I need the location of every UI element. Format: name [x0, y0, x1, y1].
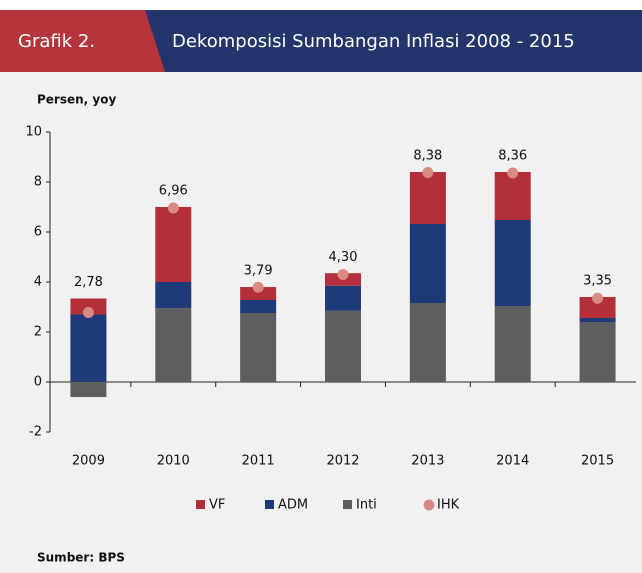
data-label: 8,36 — [498, 149, 527, 164]
bar-segment — [70, 314, 107, 382]
legend-label: Inti — [356, 498, 377, 513]
bar-segment — [325, 285, 361, 311]
x-tick-label: 2013 — [411, 454, 444, 469]
ihk-point — [167, 202, 179, 214]
ihk-point — [422, 167, 434, 178]
bar-segment — [409, 303, 446, 382]
y-tick-label: 6 — [34, 225, 42, 240]
chart-title: Dekomposisi Sumbangan Inflasi 2008 - 201… — [172, 31, 575, 52]
header-label-band — [0, 10, 165, 72]
bar-segment — [494, 306, 531, 382]
legend-marker — [196, 500, 205, 509]
bar-segment — [155, 308, 192, 382]
background — [0, 10, 642, 573]
legend-label: IHK — [437, 498, 460, 513]
ihk-point — [82, 307, 94, 318]
bar-segment — [240, 300, 277, 313]
bar-segment — [494, 220, 531, 306]
bar-segment — [70, 298, 107, 315]
x-tick-label: 2012 — [326, 454, 359, 469]
bar-segment — [579, 318, 616, 322]
figure-label: Grafik 2. — [18, 31, 95, 52]
ihk-point — [252, 281, 264, 293]
bar-segment — [155, 207, 192, 282]
legend-marker — [423, 499, 435, 511]
x-tick-label: 2011 — [242, 454, 275, 469]
data-label: 3,79 — [244, 264, 273, 279]
header-band — [0, 10, 642, 72]
bar-segment — [579, 322, 616, 382]
y-tick-label: 2 — [34, 325, 42, 340]
y-tick-label: 4 — [34, 275, 42, 290]
x-tick-label: 2009 — [72, 454, 105, 469]
bar-segment — [240, 313, 277, 382]
x-tick-label: 2015 — [581, 454, 614, 469]
bar-segment — [409, 224, 446, 303]
legend-label: VF — [209, 498, 225, 513]
x-tick-label: 2010 — [157, 454, 190, 469]
ihk-point — [337, 269, 349, 280]
y-tick-label: 10 — [25, 125, 42, 140]
bar-segment — [70, 382, 107, 397]
bar-segment — [240, 287, 277, 300]
ihk-point — [592, 292, 604, 304]
bar-segment — [494, 172, 531, 220]
data-label: 6,96 — [159, 184, 188, 199]
ihk-point — [507, 167, 519, 179]
data-label: 4,30 — [329, 250, 358, 265]
data-label: 3,35 — [583, 274, 612, 289]
source: Sumber: BPS — [37, 551, 125, 565]
y-tick-label: 8 — [34, 175, 42, 190]
bar-segment — [409, 172, 446, 224]
legend-label: ADM — [278, 498, 308, 513]
y-axis-label: Persen, yoy — [37, 93, 116, 107]
x-tick-label: 2014 — [496, 454, 529, 469]
legend-marker — [343, 500, 352, 509]
y-tick-label: -2 — [29, 425, 42, 440]
data-label: 8,38 — [413, 149, 442, 164]
y-tick-label: 0 — [34, 375, 42, 390]
data-label: 2,78 — [74, 275, 103, 290]
bar-segment — [325, 310, 361, 382]
legend-marker — [265, 500, 274, 509]
bar-segment — [579, 297, 616, 318]
bar-segment — [155, 282, 192, 309]
